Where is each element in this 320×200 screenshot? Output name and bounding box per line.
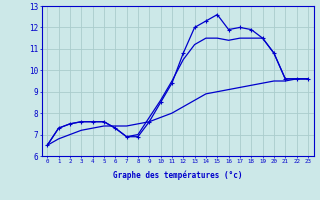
X-axis label: Graphe des températures (°c): Graphe des températures (°c) bbox=[113, 170, 242, 180]
